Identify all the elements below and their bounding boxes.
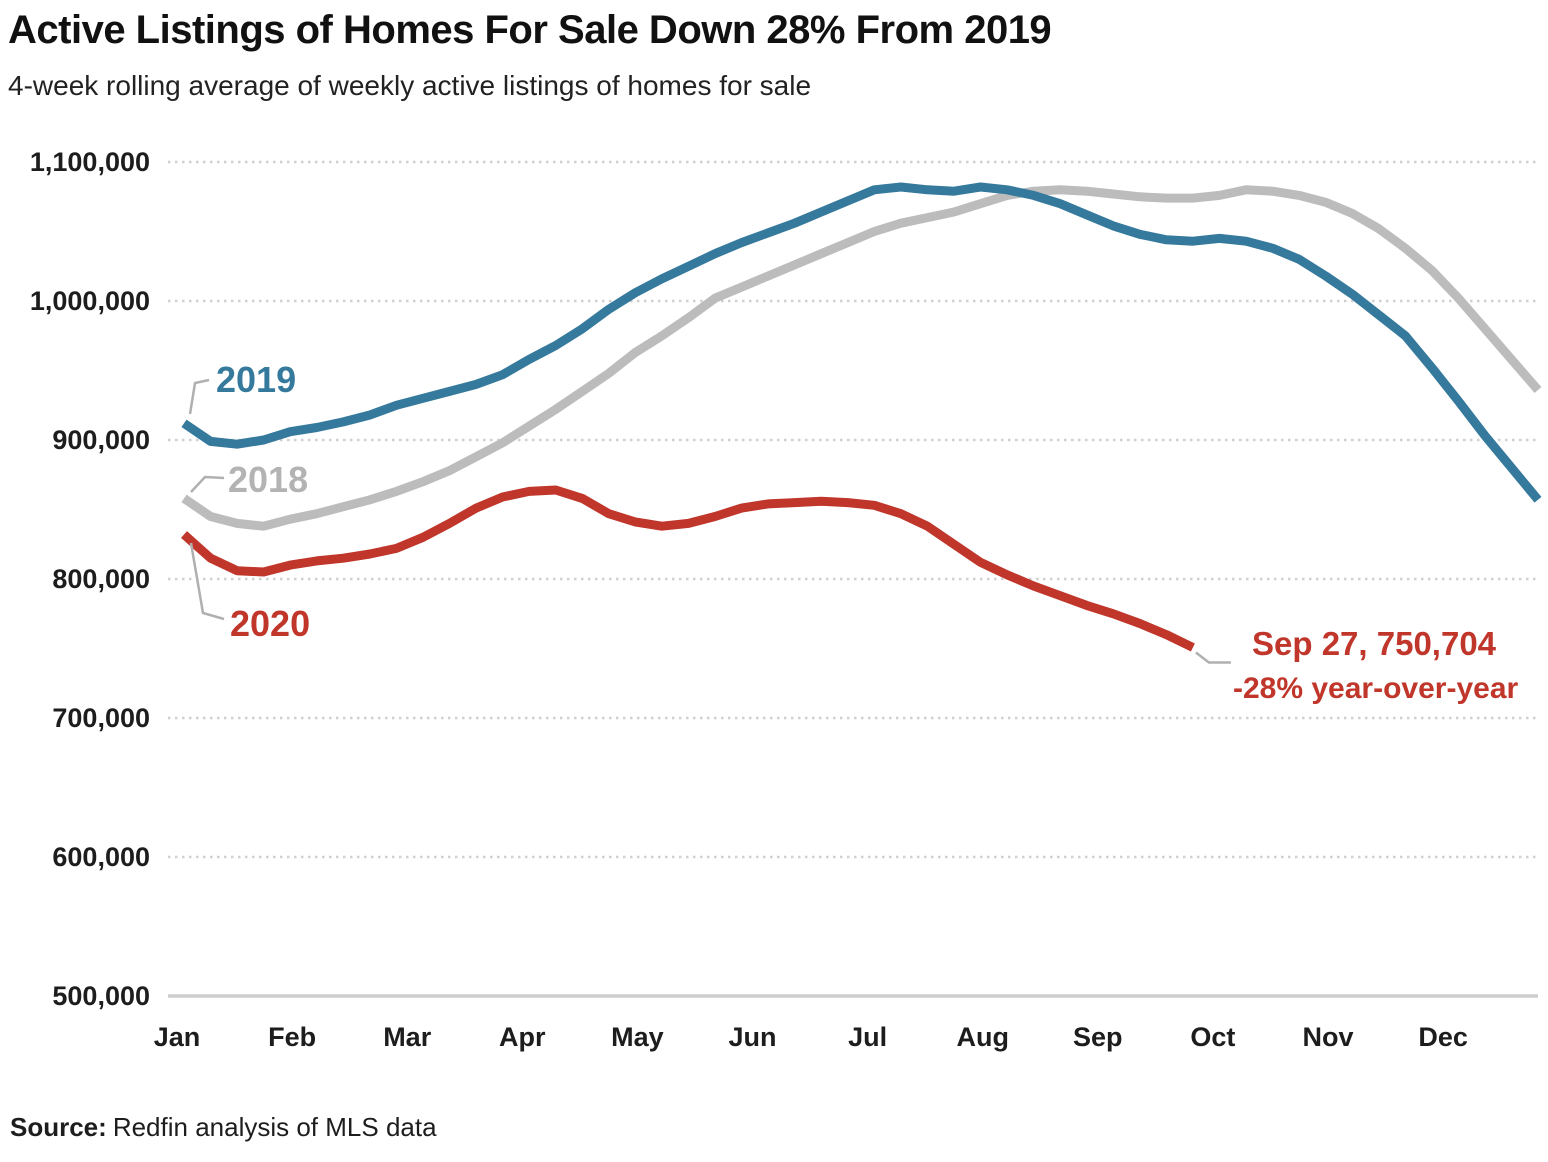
source-label: Source: [10,1112,107,1142]
x-axis-label-aug: Aug [956,1022,1008,1052]
series-line-2019 [181,182,1542,503]
source-note: Source: Redfin analysis of MLS data [10,1112,437,1143]
x-axis-label-jun: Jun [728,1022,776,1052]
y-axis-label: 1,000,000 [30,286,150,316]
x-axis-label-mar: Mar [383,1022,432,1052]
x-axis-label-feb: Feb [268,1022,316,1052]
y-axis-label: 700,000 [52,703,150,733]
x-axis-label-dec: Dec [1418,1022,1468,1052]
x-axis-label-jul: Jul [848,1022,887,1052]
y-axis-label: 800,000 [52,564,150,594]
series-label-leader-2019 [188,378,210,415]
x-axis-label-nov: Nov [1302,1022,1353,1052]
chart-title: Active Listings of Homes For Sale Down 2… [8,8,1052,52]
series-label-leader-2020 [189,542,225,621]
series-label-leader-2018 [190,475,225,493]
x-axis-label-may: May [611,1022,664,1052]
chart-subtitle: 4-week rolling average of weekly active … [8,70,812,101]
series-label-2018: 2018 [228,459,308,500]
series-label-2020: 2020 [230,603,310,644]
annotation-value: Sep 27, 750,704 [1252,625,1497,662]
source-text: Redfin analysis of MLS data [112,1112,437,1142]
x-axis-label-oct: Oct [1190,1022,1235,1052]
series-line-2018 [181,185,1542,531]
y-axis-label: 900,000 [52,425,150,455]
y-axis-label: 1,100,000 [30,147,150,177]
annotation-yoy: -28% year-over-year [1233,672,1519,705]
x-axis-label-jan: Jan [154,1022,201,1052]
series-label-2019: 2019 [216,359,296,400]
x-axis-label-apr: Apr [499,1022,546,1052]
y-axis-label: 500,000 [52,981,150,1011]
series-line-2020 [181,485,1195,652]
y-axis-label: 600,000 [52,842,150,872]
x-axis-label-sep: Sep [1073,1022,1123,1052]
annotation-leader [1195,651,1231,664]
